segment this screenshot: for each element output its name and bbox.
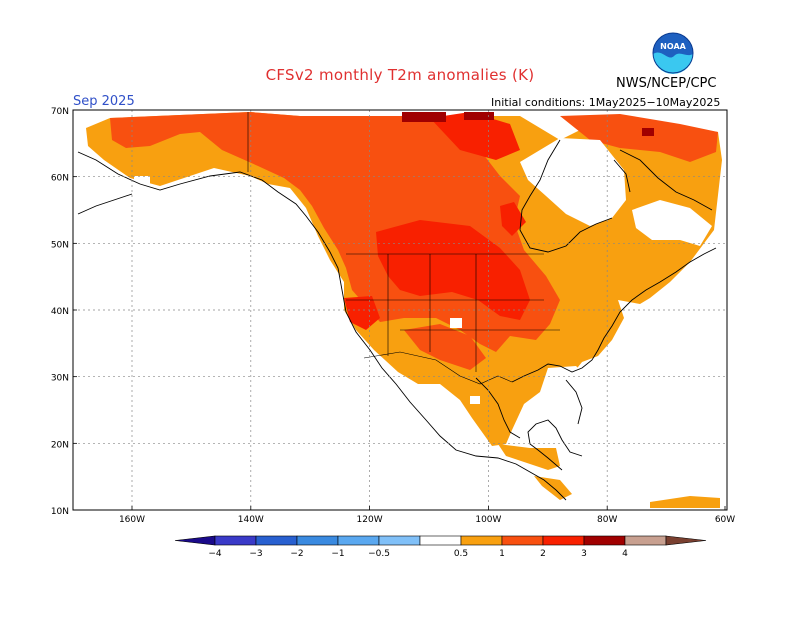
lat-label: 40N bbox=[51, 307, 69, 317]
colorbar-low-arrow bbox=[174, 535, 216, 546]
lat-label: 70N bbox=[51, 107, 69, 117]
map-title: CFSv2 monthly T2m anomalies (K) bbox=[265, 66, 535, 84]
colorbar-label: 1 bbox=[499, 549, 505, 559]
latitude-labels: 70N 60N 50N 40N 30N 20N 10N bbox=[51, 107, 77, 517]
lon-label: 140W bbox=[238, 515, 264, 525]
lat-label: 30N bbox=[51, 374, 69, 384]
colorbar-label: −1 bbox=[331, 549, 344, 559]
colorbar-label: 2 bbox=[540, 549, 546, 559]
colorbar-label: 4 bbox=[622, 549, 628, 559]
colorbar-swatch bbox=[419, 535, 462, 546]
colorbar: −4 −3 −2 −1 −0.5 0.5 1 2 3 4 bbox=[174, 535, 707, 559]
colorbar-label: −3 bbox=[249, 549, 262, 559]
lon-label: 160W bbox=[119, 515, 145, 525]
lat-label: 50N bbox=[51, 240, 69, 250]
graticule bbox=[73, 110, 727, 510]
colorbar-swatch bbox=[214, 535, 257, 546]
agency-label: NWS/NCEP/CPC bbox=[616, 76, 717, 91]
lat-label: 60N bbox=[51, 174, 69, 184]
coastlines bbox=[77, 139, 717, 501]
noaa-logo: NOAA bbox=[652, 32, 694, 74]
noaa-logo-text: NOAA bbox=[660, 42, 686, 51]
colorbar-label: −4 bbox=[208, 549, 222, 559]
colorbar-swatch bbox=[378, 535, 421, 546]
lon-label: 80W bbox=[597, 515, 617, 525]
colorbar-swatch bbox=[501, 535, 544, 546]
valid-month: Sep 2025 bbox=[73, 94, 135, 109]
colorbar-label: −2 bbox=[290, 549, 303, 559]
colorbar-label: −0.5 bbox=[368, 549, 390, 559]
colorbar-swatch bbox=[255, 535, 298, 546]
lon-label: 100W bbox=[475, 515, 501, 525]
lat-label: 10N bbox=[51, 507, 69, 517]
colorbar-swatch bbox=[542, 535, 585, 546]
anomaly-shading bbox=[86, 112, 722, 508]
boundaries bbox=[247, 112, 560, 385]
lat-label: 20N bbox=[51, 440, 69, 450]
colorbar-high-arrow bbox=[665, 535, 707, 546]
colorbar-label: 3 bbox=[581, 549, 587, 559]
longitude-labels: 160W 140W 120W 100W 80W 60W bbox=[119, 506, 735, 525]
colorbar-swatch bbox=[296, 535, 339, 546]
colorbar-swatch bbox=[337, 535, 380, 546]
lon-label: 120W bbox=[357, 515, 383, 525]
initial-conditions: Initial conditions: 1May2025−10May2025 bbox=[491, 96, 721, 109]
colorbar-swatch bbox=[460, 535, 503, 546]
colorbar-label: 0.5 bbox=[454, 549, 468, 559]
colorbar-swatch bbox=[583, 535, 626, 546]
colorbar-swatch bbox=[624, 535, 667, 546]
lon-label: 60W bbox=[715, 515, 735, 525]
